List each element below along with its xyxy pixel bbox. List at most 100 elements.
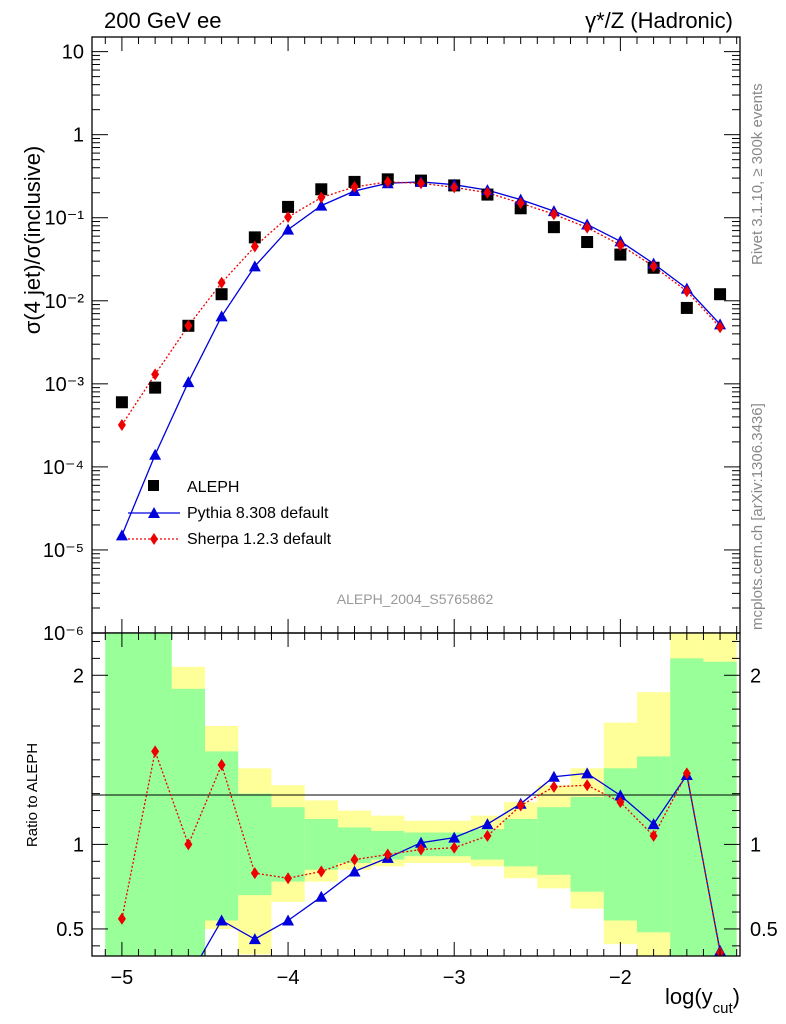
ratio-x-tick-label: −3	[443, 967, 466, 989]
aleph-point	[714, 288, 727, 301]
ratio-y-tick-label-right: 2	[750, 665, 761, 687]
sherpa-point	[483, 186, 492, 199]
ratio-ticks: −5 −4 −3 −2 0.5 0.5 1 1 2 2	[56, 633, 778, 989]
sherpa-point	[416, 177, 425, 190]
ratio-sherpa-point	[416, 843, 425, 856]
ratio-sherpa-point	[682, 767, 691, 780]
inner-uncertainty-band	[238, 793, 272, 896]
inner-uncertainty-band	[703, 661, 737, 956]
ratio-pythia-point	[182, 972, 194, 983]
inner-uncertainty-band	[204, 751, 239, 921]
aleph-point	[614, 248, 627, 261]
legend-label-sherpa: Sherpa 1.2.3 default	[187, 531, 332, 548]
main-y-tick-label: 1	[73, 125, 84, 147]
main-y-ticks: 10 1 10⁻¹ 10⁻² 10⁻³ 10⁻⁴ 10⁻⁵ 10⁻⁶	[43, 37, 740, 645]
aleph-point	[149, 381, 162, 394]
ratio-frame	[91, 632, 741, 957]
ratio-pythia-point	[414, 836, 427, 848]
inner-uncertainty-band	[537, 807, 571, 875]
sherpa-point	[350, 180, 359, 193]
x-axis-label-base: log(y	[665, 984, 713, 1009]
main-y-tick-label: 10⁻³	[45, 374, 85, 396]
main-y-tick-label: 10⁻⁴	[43, 457, 84, 479]
ratio-sherpa-point	[483, 829, 492, 842]
ratio-pythia-point	[215, 914, 228, 926]
main-panel: 10 1 10⁻¹ 10⁻² 10⁻³ 10⁻⁴ 10⁻⁵ 10⁻⁶ σ(4 jet)/σ(i…	[20, 36, 741, 645]
inner-uncertainty-band	[670, 658, 704, 956]
aleph-point	[215, 288, 228, 301]
rivet-label: Rivet 3.1.10, ≥ 300k events	[749, 83, 766, 265]
sherpa-point	[184, 319, 193, 332]
ratio-pythia-point	[149, 980, 161, 991]
ratio-pythia-point	[581, 767, 594, 779]
inner-uncertainty-band	[504, 819, 538, 867]
pythia-point	[282, 223, 295, 235]
inner-uncertainty-band	[570, 797, 604, 892]
ratio-sherpa-point	[350, 853, 359, 866]
main-y-tick-label: 10⁻¹	[45, 208, 85, 230]
series-line-2	[121, 181, 721, 426]
ratio-x-tick-label: −2	[609, 967, 632, 989]
pythia-point	[149, 448, 162, 460]
sherpa-point	[516, 197, 525, 210]
sherpa-point	[716, 321, 725, 334]
ratio-sherpa-point	[117, 912, 126, 925]
sherpa-point	[450, 181, 459, 194]
inner-uncertainty-band	[636, 756, 671, 933]
ratio-panel: −5 −4 −3 −2 0.5 0.5 1 1 2 2 Ratio to ALEPH log(yc…	[24, 632, 778, 1017]
ratio-pythia-point	[248, 933, 261, 945]
header-left: 200 GeV ee	[104, 8, 221, 33]
sherpa-point	[583, 221, 592, 234]
sherpa-point	[317, 191, 326, 204]
aleph-point	[282, 200, 295, 213]
pythia-point	[115, 529, 128, 541]
inner-uncertainty-band	[271, 807, 305, 882]
x-axis-label-close: )	[733, 984, 740, 1009]
inner-uncertainty-band	[171, 688, 205, 956]
legend-label-aleph: ALEPH	[187, 479, 239, 496]
legend-marker-sherpa	[150, 533, 158, 545]
sherpa-point	[649, 260, 658, 273]
ratio-sherpa-point	[583, 779, 592, 792]
ratio-y-tick-label-left: 0.5	[56, 919, 84, 941]
aleph-point	[547, 221, 560, 234]
ratio-sherpa-point	[649, 829, 658, 842]
inner-uncertainty-band	[138, 633, 172, 956]
inner-uncertainty-band	[304, 819, 338, 870]
ratio-sherpa-point	[383, 848, 392, 861]
ratio-pythia-point	[315, 890, 328, 902]
ratio-sherpa-point	[549, 780, 558, 793]
aleph-point	[315, 183, 328, 196]
legend-marker-aleph	[148, 480, 159, 491]
ratio-y-tick-label-left: 2	[73, 665, 84, 687]
sherpa-point	[250, 240, 259, 253]
pythia-point	[315, 199, 328, 211]
mcplots-label: mcplots.cern.ch [arXiv:1306.3436]	[749, 403, 766, 630]
ratio-sherpa-point	[616, 796, 625, 809]
pythia-point	[248, 260, 261, 272]
ratio-y-tick-label-left: 1	[73, 834, 84, 856]
ratio-sherpa-point	[317, 865, 326, 878]
main-y-axis-label: σ(4 jet)/σ(inclusive)	[20, 146, 45, 335]
main-y-tick-label: 10	[62, 42, 84, 64]
ratio-pythia-point	[348, 865, 361, 877]
ratio-sherpa-point	[450, 841, 459, 854]
pythia-point	[182, 376, 195, 388]
aleph-point	[248, 231, 261, 244]
main-y-tick-label: 10⁻²	[45, 291, 85, 313]
analysis-id: ALEPH_2004_S5765862	[337, 591, 494, 607]
ratio-x-tick-label: −5	[111, 967, 134, 989]
sherpa-point	[616, 238, 625, 251]
ratio-pythia-point	[647, 818, 660, 830]
aleph-point	[581, 236, 594, 249]
legend-label-pythia: Pythia 8.308 default	[187, 505, 329, 522]
uncertainty-bands	[105, 633, 737, 956]
ratio-sherpa-point	[184, 838, 193, 851]
sherpa-point	[117, 418, 126, 431]
sherpa-point	[682, 285, 691, 298]
ratio-sherpa-point	[250, 867, 259, 880]
ratio-pythia-point	[481, 818, 494, 830]
ratio-sherpa-point	[217, 758, 226, 771]
sherpa-point	[151, 368, 160, 381]
